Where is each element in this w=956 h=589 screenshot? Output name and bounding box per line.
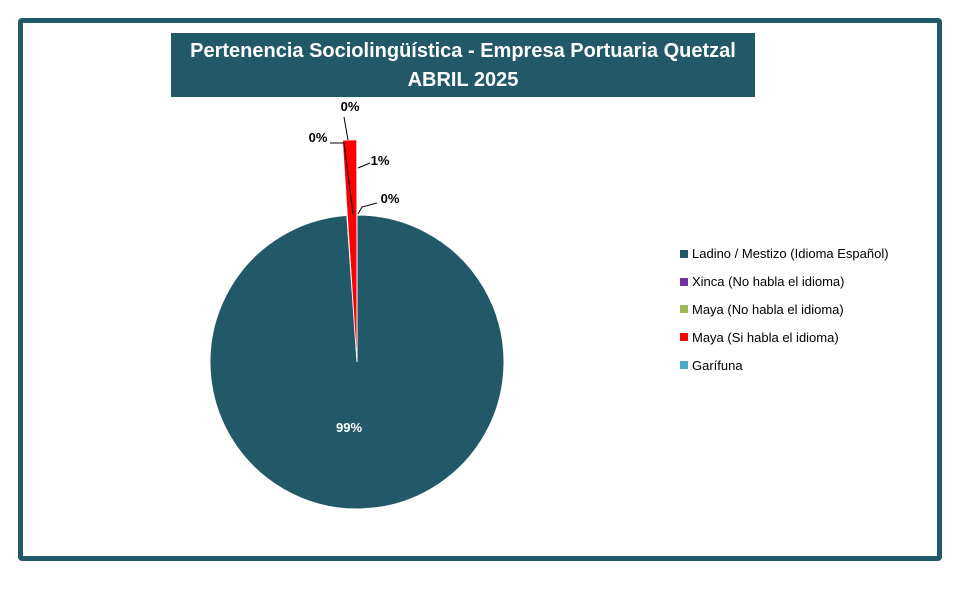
legend-item: Xinca (No habla el idioma) <box>680 268 889 296</box>
leader-line-1 <box>330 142 354 215</box>
chart-title-box: Pertenencia Sociolingüística - Empresa P… <box>171 33 755 97</box>
data-label-2: 0% <box>341 99 360 114</box>
data-label-0: 99% <box>336 420 362 435</box>
legend-swatch <box>680 277 688 286</box>
legend-swatch <box>680 333 688 342</box>
chart-frame: Pertenencia Sociolingüística - Empresa P… <box>18 18 942 561</box>
legend-label: Xinca (No habla el idioma) <box>692 274 845 290</box>
data-label-3: 1% <box>371 153 390 168</box>
legend-item: Maya (Si habla el idioma) <box>680 323 889 351</box>
data-label-4: 0% <box>381 191 400 206</box>
legend-swatch <box>680 305 688 314</box>
leader-line-4 <box>357 202 378 215</box>
chart-legend: Ladino / Mestizo (Idioma Español) Xinca (… <box>680 240 889 379</box>
chart-title: Pertenencia Sociolingüística - Empresa P… <box>190 40 736 62</box>
legend-item: Garífuna <box>680 351 889 379</box>
legend-swatch <box>680 361 688 370</box>
chart-subtitle: ABRIL 2025 <box>407 69 519 91</box>
legend-label: Maya (Si habla el idioma) <box>692 329 839 345</box>
data-label-1: 0% <box>309 130 328 145</box>
leader-line-2 <box>343 116 349 141</box>
pie-slice-3 <box>342 139 358 363</box>
legend-label: Maya (No habla el idioma) <box>692 301 844 317</box>
legend-item: Ladino / Mestizo (Idioma Español) <box>680 240 889 268</box>
legend-label: Ladino / Mestizo (Idioma Español) <box>692 246 889 262</box>
legend-item: Maya (No habla el idioma) <box>680 296 889 324</box>
legend-label: Garífuna <box>692 357 743 373</box>
legend-swatch <box>680 249 688 258</box>
leader-line-3 <box>357 162 371 169</box>
